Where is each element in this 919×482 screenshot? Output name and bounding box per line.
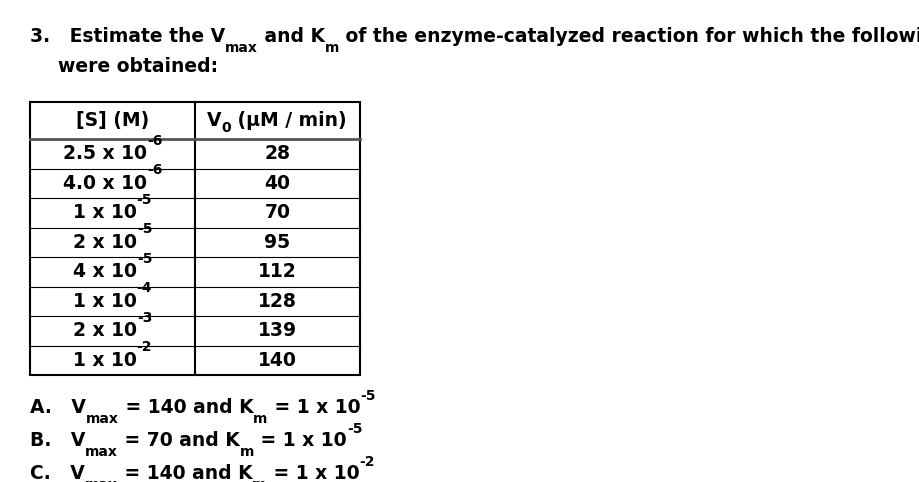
Text: -5: -5 <box>346 422 362 436</box>
Text: max: max <box>85 412 119 426</box>
Text: 1 x 10: 1 x 10 <box>73 351 137 370</box>
Text: [S] (M): [S] (M) <box>75 111 149 130</box>
Text: m: m <box>253 412 267 426</box>
Text: max: max <box>85 445 119 459</box>
Text: -5: -5 <box>137 222 152 236</box>
Text: -6: -6 <box>147 163 162 177</box>
Text: (μM / min): (μM / min) <box>231 111 346 130</box>
Text: 128: 128 <box>258 292 297 311</box>
Text: -6: -6 <box>147 134 162 148</box>
Text: 3.   Estimate the V: 3. Estimate the V <box>30 27 225 46</box>
Text: = 70 and K: = 70 and K <box>119 431 240 450</box>
Text: 2.5 x 10: 2.5 x 10 <box>62 144 147 163</box>
Text: max: max <box>225 41 257 55</box>
Text: A.   V: A. V <box>30 398 85 417</box>
Text: m: m <box>324 41 339 55</box>
Text: -2: -2 <box>358 455 374 469</box>
Text: -5: -5 <box>360 389 376 403</box>
Text: 2 x 10: 2 x 10 <box>73 233 137 252</box>
Text: 95: 95 <box>264 233 290 252</box>
Text: C.   V: C. V <box>30 464 85 482</box>
Text: = 1 x 10: = 1 x 10 <box>254 431 346 450</box>
Text: 2 x 10: 2 x 10 <box>73 321 137 340</box>
Text: = 1 x 10: = 1 x 10 <box>267 464 358 482</box>
Text: m: m <box>240 445 254 459</box>
Text: were obtained:: were obtained: <box>58 57 218 76</box>
Text: = 1 x 10: = 1 x 10 <box>267 398 360 417</box>
Text: 140: 140 <box>258 351 297 370</box>
Text: -4: -4 <box>137 281 152 295</box>
Text: = 140 and K: = 140 and K <box>118 464 252 482</box>
Text: m: m <box>252 478 267 482</box>
Text: 4.0 x 10: 4.0 x 10 <box>62 174 147 193</box>
Text: 40: 40 <box>265 174 290 193</box>
Text: 1 x 10: 1 x 10 <box>73 292 137 311</box>
Text: 139: 139 <box>257 321 297 340</box>
Text: = 140 and K: = 140 and K <box>119 398 253 417</box>
Text: 1 x 10: 1 x 10 <box>73 203 137 222</box>
Text: 112: 112 <box>258 262 297 281</box>
Text: 4 x 10: 4 x 10 <box>73 262 137 281</box>
Text: 70: 70 <box>265 203 290 222</box>
Bar <box>30 102 359 375</box>
Text: 0: 0 <box>221 120 231 134</box>
Text: V: V <box>207 111 221 130</box>
Text: -3: -3 <box>137 311 152 325</box>
Text: B.   V: B. V <box>30 431 85 450</box>
Text: -5: -5 <box>137 252 152 266</box>
Text: and K: and K <box>257 27 324 46</box>
Text: 28: 28 <box>265 144 290 163</box>
Text: -5: -5 <box>137 193 152 207</box>
Text: -2: -2 <box>137 340 152 354</box>
Text: of the enzyme-catalyzed reaction for which the following data: of the enzyme-catalyzed reaction for whi… <box>339 27 919 46</box>
Text: max: max <box>85 478 118 482</box>
